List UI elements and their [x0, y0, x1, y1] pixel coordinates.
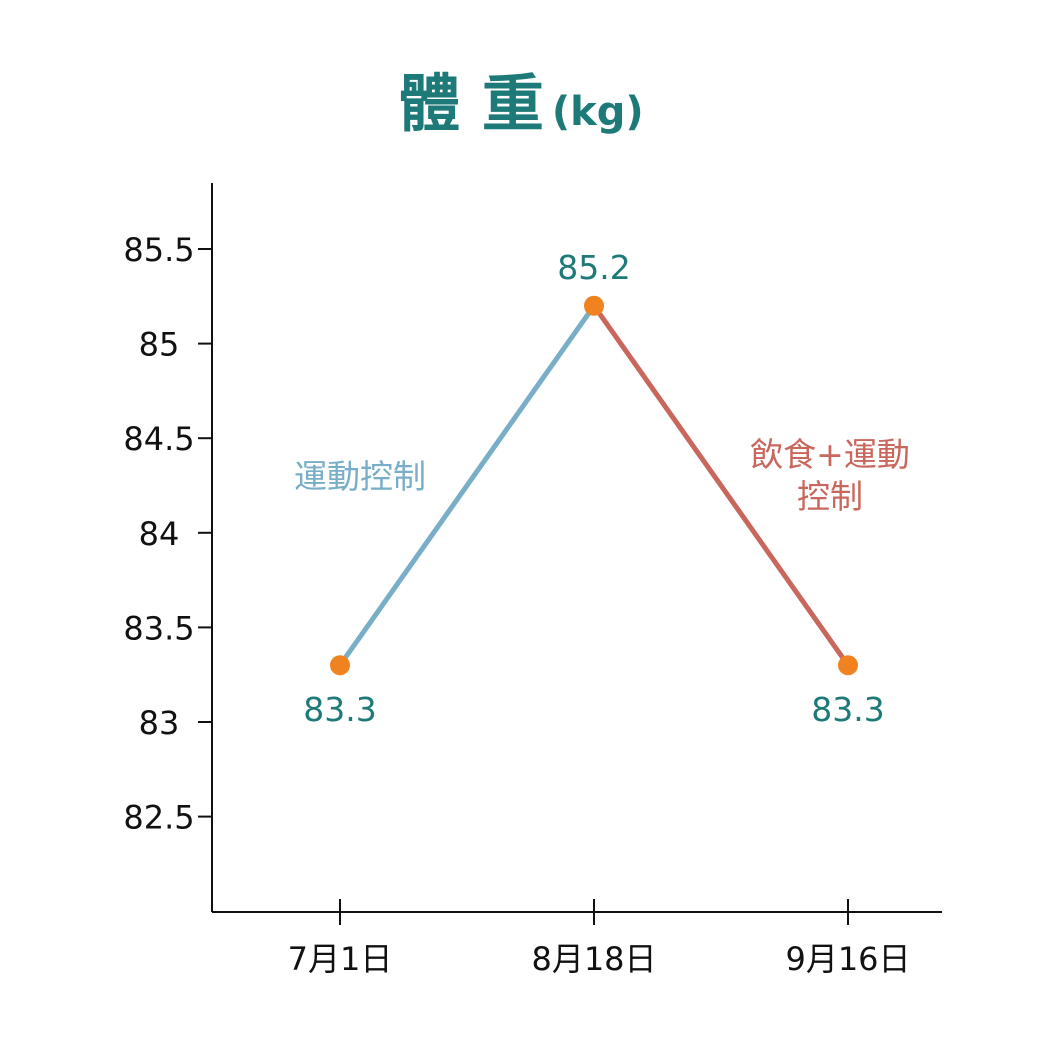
- y-tick-label: 82.5: [123, 799, 194, 837]
- series-segment-1: [337, 303, 597, 668]
- data-point: [330, 655, 350, 676]
- data-point: [584, 295, 604, 316]
- chart-title-unit: (kg): [552, 89, 644, 135]
- y-tick-label: 83.5: [123, 609, 194, 647]
- annotation-line: 控制: [797, 477, 863, 516]
- annotation-line: 運動控制: [294, 457, 426, 496]
- series-points: [330, 295, 858, 676]
- x-tick-label: 8月18日: [531, 940, 656, 978]
- y-tick-label: 84.5: [123, 420, 194, 458]
- data-label: 85.2: [557, 248, 630, 287]
- axes: 82.5 83 83.5 84 84.5 85 85.5 7月1日 8月18日 9月16日: [123, 183, 942, 978]
- chart-title-main: 體 重: [398, 67, 544, 140]
- annotation-line: 飲食+運動: [750, 435, 910, 474]
- data-label: 83.3: [811, 690, 884, 729]
- y-tick-label: 85: [139, 326, 180, 364]
- y-tick-label: 85.5: [123, 231, 194, 269]
- x-tick-label: 7月1日: [288, 940, 393, 978]
- series-segment-2: [591, 303, 851, 668]
- series-lines: [337, 303, 851, 668]
- y-tick-label: 83: [139, 704, 180, 742]
- annotations: 運動控制 飲食+運動控制: [294, 435, 910, 516]
- x-tick-label: 9月16日: [785, 940, 910, 978]
- chart-title: 體 重 (kg): [398, 67, 643, 140]
- data-point: [838, 655, 858, 676]
- segment-annotation-2: 飲食+運動控制: [750, 435, 910, 516]
- y-tick-label: 84: [139, 515, 180, 553]
- segment-annotation-1: 運動控制: [294, 457, 426, 496]
- data-label: 83.3: [303, 690, 376, 729]
- data-labels: 83.3 85.2 83.3: [303, 248, 884, 729]
